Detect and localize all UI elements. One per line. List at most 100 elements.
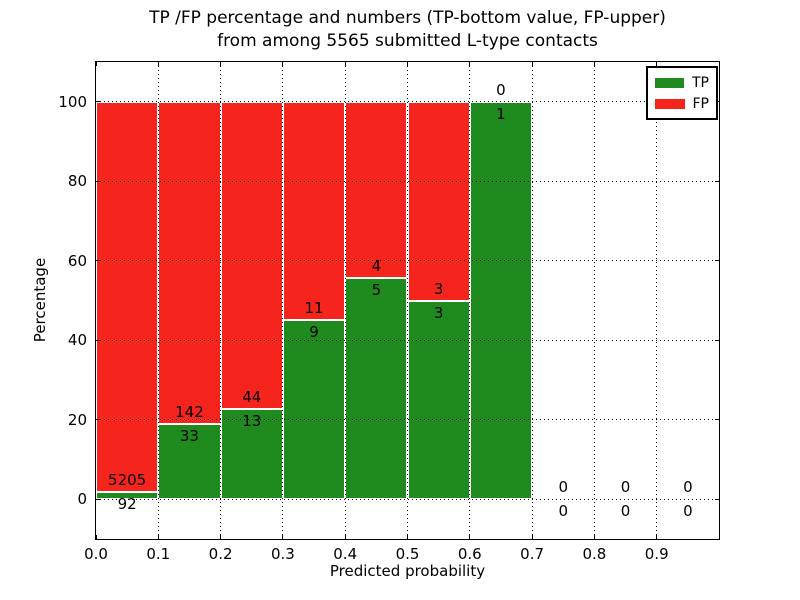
y-tick-label: 20: [67, 410, 87, 429]
legend-entry-fp: FP: [655, 95, 709, 112]
legend-swatch-fp-icon: [655, 98, 685, 109]
y-tick-mark: [715, 180, 719, 182]
y-tick-mark: [96, 498, 100, 500]
chart-title-line2: from among 5565 submitted L-type contact…: [217, 31, 598, 51]
bar-segment-fp: [345, 101, 408, 279]
y-tick-mark: [715, 498, 719, 500]
gridline-vertical: [593, 62, 595, 539]
bar-segment-fp: [282, 101, 346, 321]
chart-title: TP /FP percentage and numbers (TP-bottom…: [96, 7, 719, 53]
gridline-vertical: [282, 62, 284, 539]
bar-segment-fp: [407, 101, 470, 301]
tp-count-label: 0: [620, 502, 631, 521]
x-tick-mark: [95, 535, 97, 539]
fp-count-label: 5205: [108, 471, 147, 490]
y-tick-mark: [96, 260, 100, 262]
tp-count-label: 33: [179, 427, 199, 446]
gridline-vertical: [220, 62, 222, 539]
gridline-vertical: [656, 62, 658, 539]
y-tick-mark: [96, 101, 100, 103]
bar-segment-fp: [220, 101, 283, 409]
legend-swatch-tp-icon: [655, 77, 684, 88]
fp-count-label: 0: [496, 80, 506, 99]
x-axis-label: Predicted probability: [329, 562, 486, 580]
tp-count-label: 13: [242, 411, 262, 430]
x-tick-label: 0.0: [84, 545, 108, 563]
bar-segment-tp: [282, 320, 346, 500]
bar-segment-tp: [96, 492, 159, 500]
legend-entry-tp: TP: [655, 74, 709, 91]
x-tick-mark: [656, 535, 658, 539]
x-tick-label: 0.2: [208, 545, 233, 563]
fp-count-label: 142: [175, 403, 204, 422]
x-tick-mark: [656, 62, 658, 66]
x-tick-mark: [531, 62, 533, 66]
x-tick-mark: [282, 535, 284, 539]
gridline-vertical: [157, 62, 159, 539]
y-tick-label: 80: [67, 172, 87, 191]
y-tick-label: 60: [67, 251, 87, 270]
x-tick-mark: [95, 62, 97, 66]
fp-count-label: 0: [558, 478, 569, 497]
bar-segment-fp: [96, 101, 159, 493]
fp-count-label: 3: [433, 279, 444, 298]
tp-count-label: 1: [496, 104, 506, 123]
bar-segment-fp: [158, 101, 221, 425]
x-tick-mark: [344, 535, 346, 539]
x-tick-mark: [469, 535, 471, 539]
plot-area: TP FP 0 20 40 60 80 100 0.0 0.1 0.2 0.3 0.4 0.5 0.6 0…: [58, 61, 720, 563]
x-tick-label: 0.4: [333, 545, 358, 563]
x-tick-label: 0.7: [520, 545, 545, 563]
tp-count-label: 0: [558, 502, 569, 521]
x-tick-mark: [407, 62, 408, 66]
y-axis-label: Percentage: [31, 257, 49, 343]
bar-segment-tp: [345, 278, 408, 500]
fp-count-label: 11: [304, 299, 324, 318]
bar-segment-tp: [407, 300, 470, 500]
x-tick-mark: [220, 62, 222, 66]
gridline-vertical: [531, 62, 533, 539]
fp-count-label: 44: [242, 387, 262, 406]
bar-segment-tp: [220, 408, 283, 500]
x-tick-mark: [593, 535, 595, 539]
gridline-vertical: [469, 62, 471, 539]
y-tick-mark: [96, 419, 100, 421]
bar-segment-tp: [469, 101, 533, 500]
tp-count-label: 3: [433, 303, 444, 322]
legend: TP FP: [646, 66, 718, 120]
x-tick-mark: [531, 535, 533, 539]
gridline-vertical: [407, 62, 408, 539]
fp-count-label: 0: [620, 478, 631, 497]
x-tick-mark: [593, 62, 595, 66]
y-tick-mark: [96, 180, 100, 182]
x-tick-mark: [344, 62, 346, 66]
x-tick-mark: [157, 535, 159, 539]
y-tick-mark: [715, 339, 719, 341]
y-tick-mark: [715, 419, 719, 421]
y-tick-label: 100: [58, 92, 87, 111]
x-tick-mark: [469, 62, 471, 66]
x-tick-label: 0.1: [146, 545, 171, 563]
tp-count-label: 0: [683, 502, 693, 521]
fp-count-label: 4: [371, 257, 382, 276]
chart-title-line1: TP /FP percentage and numbers (TP-bottom…: [149, 8, 666, 28]
gridline-vertical: [344, 62, 346, 539]
x-tick-mark: [157, 62, 159, 66]
x-tick-mark: [282, 62, 284, 66]
legend-label-tp: TP: [692, 74, 709, 91]
x-tick-label: 0.9: [644, 545, 669, 563]
x-tick-label: 0.5: [395, 545, 420, 563]
x-tick-mark: [220, 535, 222, 539]
tp-count-label: 5: [371, 281, 382, 300]
tp-count-label: 92: [117, 495, 137, 514]
tp-count-label: 9: [309, 323, 319, 342]
y-tick-mark: [96, 339, 100, 341]
x-tick-label: 0.8: [582, 545, 607, 563]
fp-count-label: 0: [683, 478, 693, 497]
x-tick-mark: [407, 535, 408, 539]
x-tick-label: 0.6: [457, 545, 482, 563]
y-tick-label: 0: [77, 490, 87, 509]
bar-segment-tp: [158, 424, 221, 500]
x-tick-label: 0.3: [270, 545, 295, 563]
